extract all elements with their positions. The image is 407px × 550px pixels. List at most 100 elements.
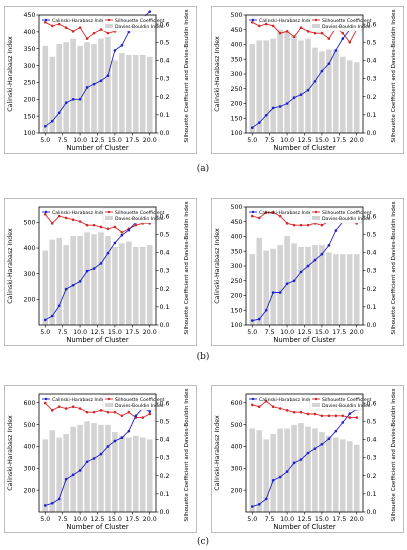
calinski-harabasz-point xyxy=(285,282,289,285)
davies-bouldin-bar xyxy=(284,31,290,133)
y-left-tick-label: 500 xyxy=(23,422,35,429)
silhouette-point xyxy=(250,20,254,24)
calinski-harabasz-line xyxy=(252,408,357,507)
y-left-tick-label: 350 xyxy=(23,46,35,53)
chart-panel-a-right: 5.0 7.5 10.0 12.5 15.0 17.5 20.0 Number of Clus… xyxy=(211,6,404,154)
y-right-tick-label: 0.0 xyxy=(160,322,170,329)
davies-bouldin-bar xyxy=(146,439,153,512)
calinski-harabasz-point xyxy=(271,106,275,110)
x-tick-label: 5.0 xyxy=(247,329,257,336)
silhouette-point xyxy=(106,31,110,35)
davies-bouldin-bar xyxy=(326,49,332,133)
y-left-tick-label: 500 xyxy=(230,12,242,19)
x-tick-label: 20.0 xyxy=(143,329,157,336)
silhouette-point xyxy=(306,223,310,227)
y-left-tick-label: 400 xyxy=(230,444,242,451)
davies-bouldin-bar xyxy=(49,56,56,133)
calinski-harabasz-point xyxy=(120,233,124,237)
silhouette-point xyxy=(278,31,282,35)
davies-bouldin-bar xyxy=(63,42,69,133)
x-tick-label: 7.5 xyxy=(265,137,275,144)
y-right-tick-label: 0.4 xyxy=(160,437,170,444)
y-right-tick-label: 0.0 xyxy=(160,509,170,516)
calinski-harabasz-point xyxy=(348,412,352,415)
davies-bouldin-bar xyxy=(49,430,56,512)
calinski-harabasz-point xyxy=(341,37,345,40)
y-right-tick-label: 0.1 xyxy=(367,112,377,119)
y-left-tick-label: 400 xyxy=(230,42,242,49)
calinski-harabasz-line xyxy=(252,17,358,129)
davies-bouldin-bar xyxy=(126,437,132,512)
y-right-tick-label: 0.5 xyxy=(367,418,377,425)
calinski-harabasz-point xyxy=(113,439,117,443)
calinski-harabasz-point xyxy=(292,96,296,99)
y-right-tick-label: 0.3 xyxy=(367,455,377,462)
davies-bouldin-bar xyxy=(63,433,69,512)
y-right-tick-label: 0.6 xyxy=(367,400,377,407)
davies-bouldin-bar xyxy=(305,426,311,512)
davies-bouldin-bar xyxy=(105,424,111,512)
davies-bouldin-bar xyxy=(277,29,283,133)
silhouette-point xyxy=(250,403,254,407)
x-tick-label: 12.5 xyxy=(297,516,311,523)
x-tick-label: 5.0 xyxy=(40,329,50,336)
calinski-harabasz-point xyxy=(134,414,138,418)
calinski-harabasz-point xyxy=(257,317,261,321)
davies-bouldin-bar xyxy=(126,54,132,133)
silhouette-point xyxy=(64,26,68,30)
x-tick-label: 15.0 xyxy=(108,137,122,144)
silhouette-point xyxy=(341,414,345,418)
y-left-tick-label: 500 xyxy=(23,220,35,227)
calinski-harabasz-point xyxy=(285,470,289,473)
davies-bouldin-bar xyxy=(56,437,62,512)
calinski-harabasz-point xyxy=(264,114,268,117)
calinski-harabasz-point xyxy=(313,80,317,83)
davies-bouldin-bar xyxy=(340,56,346,133)
davies-bouldin-bar xyxy=(353,62,360,134)
x-axis-label: Number of Cluster xyxy=(66,336,129,344)
legend-marker-calinski xyxy=(251,397,255,401)
silhouette-point xyxy=(134,223,138,227)
silhouette-point xyxy=(113,225,117,229)
davies-bouldin-bar xyxy=(249,44,256,133)
y-left-tick-label: 200 xyxy=(23,96,35,103)
y-right-tick-label: 0.2 xyxy=(160,94,170,101)
y-left-tick-label: 150 xyxy=(230,115,242,122)
calinski-harabasz-point xyxy=(78,97,82,101)
y-right-tick-label: 0.2 xyxy=(160,286,170,293)
davies-bouldin-bar xyxy=(319,51,325,133)
davies-bouldin-bar xyxy=(84,232,90,325)
y-right-tick-label: 0.3 xyxy=(367,76,377,83)
chart-panel-c-left: 5.0 7.5 10.0 12.5 15.0 17.5 20.0 Number of Clus… xyxy=(4,385,197,533)
calinski-harabasz-point xyxy=(320,252,324,256)
silhouette-point xyxy=(120,414,124,418)
davies-bouldin-bar xyxy=(312,47,318,133)
x-tick-label: 15.0 xyxy=(108,329,122,336)
calinski-harabasz-point xyxy=(113,49,117,52)
x-tick-label: 7.5 xyxy=(58,516,68,523)
davies-bouldin-bar xyxy=(346,441,353,512)
davies-bouldin-bar xyxy=(284,428,290,512)
silhouette-point xyxy=(292,35,296,39)
silhouette-point xyxy=(92,410,96,414)
legend-box-right xyxy=(309,394,363,411)
y-left-tick-label: 250 xyxy=(230,278,242,285)
y-right-tick-label: 0.0 xyxy=(160,130,170,137)
y-left-tick-label: 300 xyxy=(23,63,35,70)
x-tick-label: 10.0 xyxy=(280,516,294,523)
x-tick-label: 5.0 xyxy=(247,516,257,523)
davies-bouldin-bar xyxy=(326,435,332,512)
davies-bouldin-bar xyxy=(270,38,276,133)
davies-bouldin-bar xyxy=(112,246,118,325)
y-right-tick-label: 0.5 xyxy=(367,231,377,238)
calinski-harabasz-point xyxy=(334,229,338,232)
silhouette-point xyxy=(71,30,75,33)
davies-bouldin-bar xyxy=(49,239,56,325)
y-left-tick-label: 200 xyxy=(230,101,242,108)
davies-bouldin-bar xyxy=(42,45,49,133)
davies-bouldin-bar xyxy=(298,246,304,325)
calinski-harabasz-line xyxy=(45,407,150,506)
davies-bouldin-bar xyxy=(119,53,125,133)
legend-label-davies-bouldin: Davies-Bouldin Index xyxy=(115,403,164,409)
davies-bouldin-bar xyxy=(146,245,153,325)
